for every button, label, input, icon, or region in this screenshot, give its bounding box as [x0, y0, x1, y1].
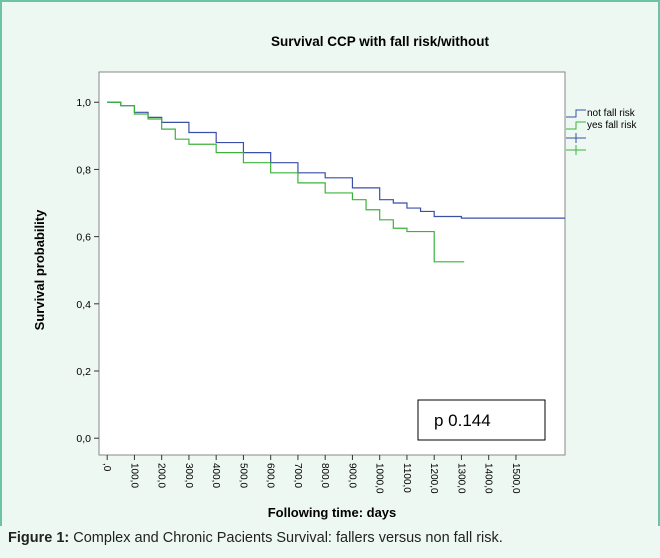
x-tick-label: 300,0 — [183, 463, 194, 488]
y-tick-label: 1,0 — [76, 97, 91, 109]
y-tick-label: 0,6 — [76, 232, 91, 244]
annotation-box — [417, 399, 546, 441]
x-tick-label: 200,0 — [156, 463, 167, 488]
x-tick-label: 1300,0 — [455, 463, 466, 494]
x-axis-label: Following time: days — [268, 505, 397, 520]
y-axis-label: Survival probability — [32, 209, 47, 330]
x-tick-label: 500,0 — [237, 463, 248, 488]
x-tick-label: ,0 — [101, 463, 112, 472]
y-tick-label: 0,4 — [76, 299, 91, 311]
chart: Survival CCP with fall risk/without Surv… — [0, 0, 660, 526]
x-tick-label: 1400,0 — [483, 463, 494, 494]
y-tick-label: 0,2 — [76, 366, 91, 378]
legend-label: yes fall risk — [587, 120, 637, 131]
figure-border — [0, 0, 660, 526]
legend-label: not fall risk — [587, 108, 636, 119]
y-tick-label: 0,0 — [76, 433, 91, 445]
caption: Figure 1: Complex and Chronic Pacients S… — [8, 530, 503, 546]
x-tick-label: 800,0 — [319, 463, 330, 488]
x-tick-label: 700,0 — [292, 463, 303, 488]
y-tick-label: 0,8 — [76, 164, 91, 176]
chart-title: Survival CCP with fall risk/without — [271, 34, 490, 49]
x-tick-label: 1500,0 — [510, 463, 521, 494]
x-tick-label: 1200,0 — [428, 463, 439, 494]
x-tick-label: 900,0 — [346, 463, 357, 488]
caption-label: Figure 1: — [8, 530, 70, 546]
plot-area — [98, 71, 566, 456]
x-tick-label: 1100,0 — [401, 463, 412, 493]
legend-swatch — [566, 121, 586, 130]
legend-swatch — [566, 109, 586, 118]
caption-text: Complex and Chronic Pacients Survival: f… — [73, 530, 503, 546]
x-tick-label: 400,0 — [210, 463, 221, 488]
x-tick-label: 1000,0 — [374, 463, 385, 494]
annotation: p 0.144 — [434, 411, 491, 430]
x-tick-label: 600,0 — [265, 463, 276, 488]
x-tick-label: 100,0 — [128, 463, 139, 488]
survival-curve — [107, 101, 465, 263]
